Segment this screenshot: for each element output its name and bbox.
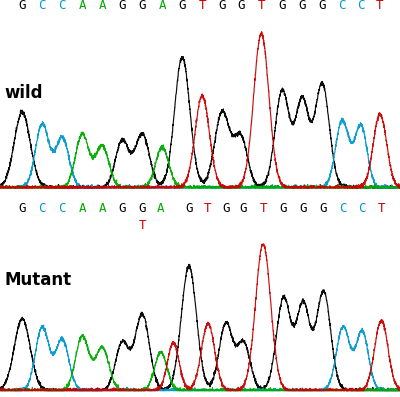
Text: C: C xyxy=(58,202,66,215)
Text: A: A xyxy=(98,0,106,12)
Text: Mutant: Mutant xyxy=(4,271,71,289)
Text: T: T xyxy=(198,0,206,12)
Text: G: G xyxy=(222,202,230,215)
Text: A: A xyxy=(157,202,165,215)
Text: G: G xyxy=(299,202,307,215)
Text: G: G xyxy=(237,0,245,12)
Text: C: C xyxy=(338,0,346,12)
Text: G: G xyxy=(298,0,306,12)
Text: G: G xyxy=(185,202,193,215)
Text: G: G xyxy=(280,202,287,215)
Text: C: C xyxy=(38,0,46,12)
Text: A: A xyxy=(98,202,106,215)
Text: A: A xyxy=(78,202,86,215)
Text: C: C xyxy=(58,0,66,12)
Text: T: T xyxy=(258,0,265,12)
Text: C: C xyxy=(38,202,46,215)
Text: T: T xyxy=(376,0,384,12)
Text: G: G xyxy=(218,0,226,12)
Text: G: G xyxy=(320,202,327,215)
Text: C: C xyxy=(339,202,347,215)
Text: T: T xyxy=(378,202,385,215)
Text: G: G xyxy=(240,202,247,215)
Text: C: C xyxy=(357,0,365,12)
Text: G: G xyxy=(178,0,186,12)
Text: G: G xyxy=(278,0,286,12)
Text: G: G xyxy=(138,0,146,12)
Text: wild: wild xyxy=(4,85,42,102)
Text: G: G xyxy=(318,0,326,12)
Text: A: A xyxy=(158,0,166,12)
Text: G: G xyxy=(118,202,126,215)
Text: A: A xyxy=(78,0,86,12)
Text: C: C xyxy=(358,202,366,215)
Text: T: T xyxy=(259,202,267,215)
Text: T: T xyxy=(204,202,212,215)
Text: G: G xyxy=(18,0,26,12)
Text: G: G xyxy=(138,202,146,215)
Text: T: T xyxy=(138,219,146,232)
Text: G: G xyxy=(18,202,26,215)
Text: G: G xyxy=(118,0,126,12)
